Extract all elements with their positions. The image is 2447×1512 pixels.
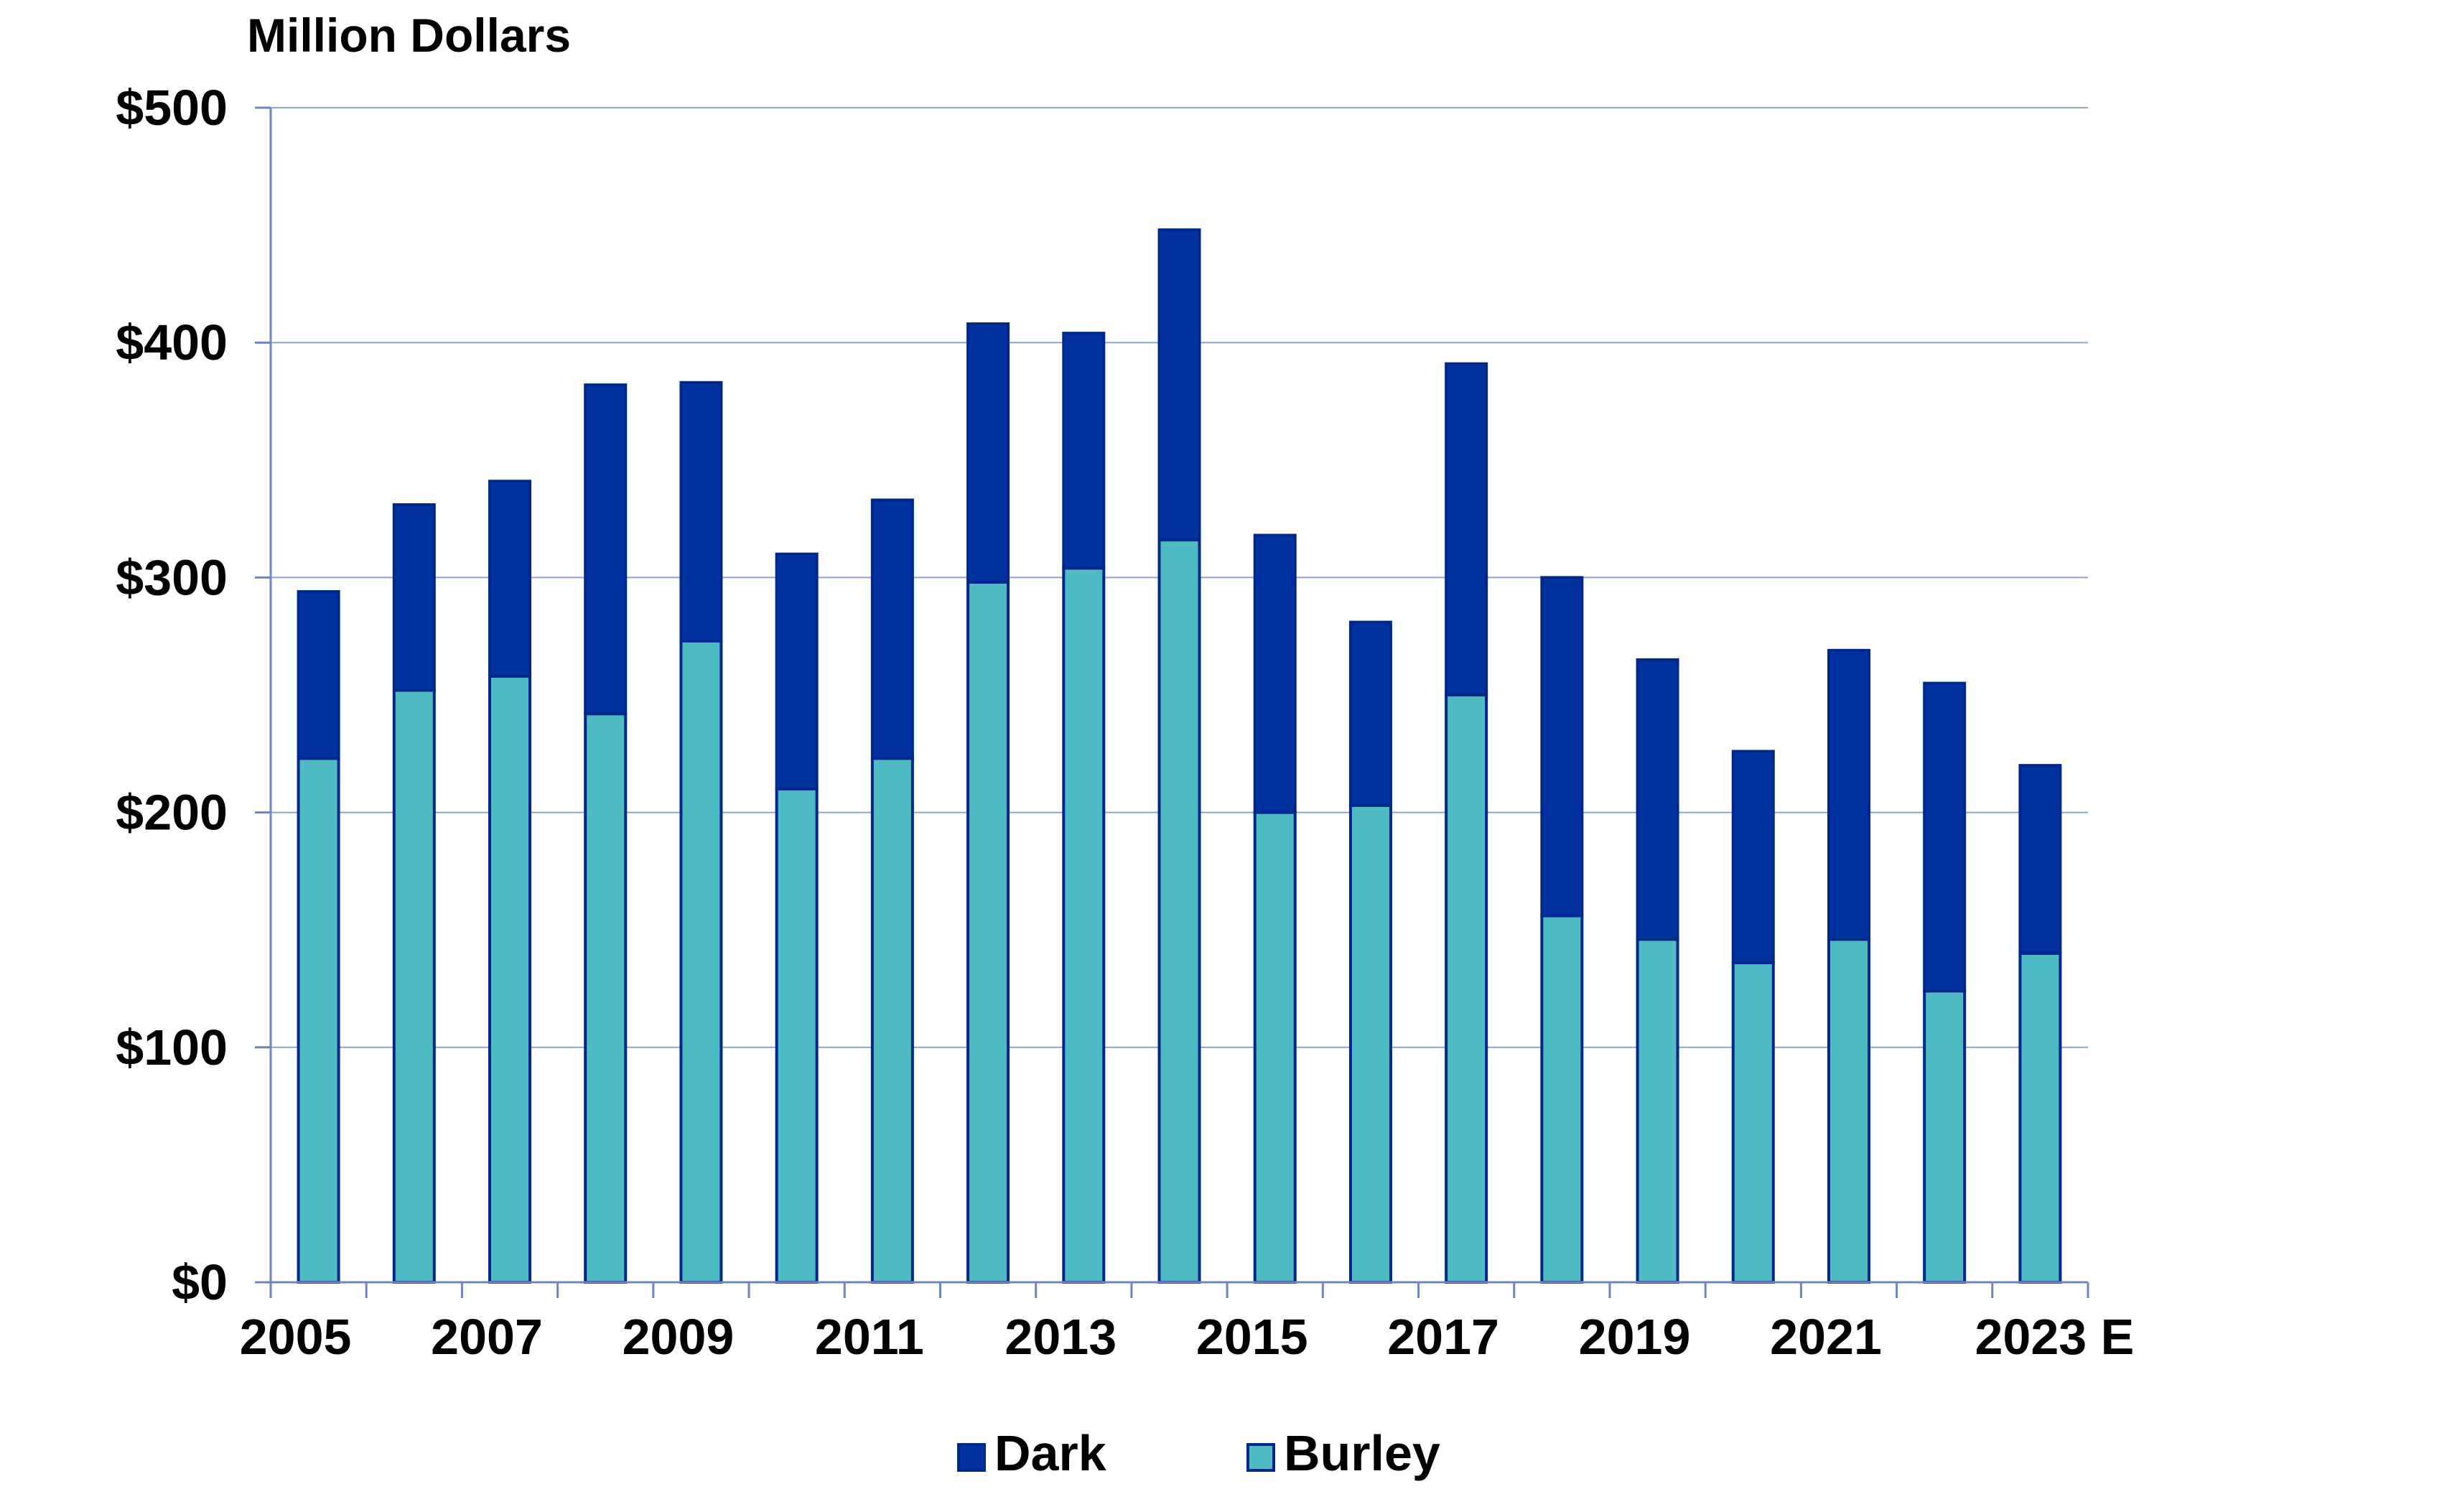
bar-burley-2007 [488, 674, 532, 1284]
bar-burley-2009 [679, 639, 723, 1284]
bar-dark-2008 [584, 383, 628, 716]
bar-dark-2021 [1827, 648, 1870, 941]
bar-burley-2021 [1827, 938, 1870, 1284]
bar-dark-2014 [1157, 228, 1201, 542]
x-tick-label: 2011 [815, 1309, 924, 1365]
bar-burley-2006 [392, 689, 436, 1284]
bar-dark-2023-e [2018, 764, 2062, 955]
y-tick-label: $100 [116, 1019, 228, 1075]
bar-dark-2020 [1731, 750, 1775, 965]
bar-dark-2022 [1923, 681, 1967, 993]
x-tick-label: 2021 [1770, 1309, 1882, 1365]
bar-burley-2022 [1923, 989, 1967, 1284]
bar-burley-2011 [870, 757, 914, 1284]
bar-burley-2017 [1445, 694, 1488, 1284]
bar-burley-2008 [584, 712, 628, 1284]
bar-burley-2018 [1540, 914, 1584, 1284]
bars [297, 228, 2062, 1284]
bar-burley-2005 [297, 757, 340, 1284]
bar-dark-2013 [1062, 332, 1106, 570]
bar-dark-2010 [775, 552, 819, 790]
bar-dark-2015 [1253, 533, 1297, 814]
y-tick-label: $0 [172, 1254, 228, 1310]
bar-burley-2020 [1731, 961, 1775, 1284]
axes [255, 106, 2089, 1298]
x-tick-label: 2005 [240, 1309, 352, 1365]
x-tick-label: 2013 [1005, 1309, 1117, 1365]
bar-dark-2016 [1348, 620, 1392, 807]
x-tick-labels: 2005 2007 2009 2011 2013 2015 2017 2019 2021 2023… [240, 1309, 2135, 1365]
x-tick-label: 2007 [431, 1309, 543, 1365]
y-tick-label: $300 [116, 549, 228, 605]
y-tick-label: $500 [116, 80, 228, 136]
y-tick-label: $400 [116, 314, 228, 370]
bar-dark-2007 [488, 480, 532, 678]
legend-label-burley: Burley [1284, 1425, 1440, 1481]
bar-burley-2015 [1253, 811, 1297, 1284]
bar-burley-2019 [1636, 938, 1679, 1284]
bar-burley-2014 [1157, 538, 1201, 1284]
legend-label-dark: Dark [994, 1425, 1106, 1481]
bar-burley-2016 [1348, 803, 1392, 1284]
y-tick-label: $200 [116, 785, 228, 841]
legend-swatch-dark [957, 1443, 986, 1472]
bar-dark-2005 [297, 590, 340, 760]
x-tick-label: 2015 [1196, 1309, 1308, 1365]
legend-swatch-burley [1246, 1443, 1275, 1472]
legend: Dark Burley [957, 1425, 1440, 1481]
bar-dark-2017 [1445, 362, 1488, 696]
bar-dark-2018 [1540, 576, 1584, 918]
bar-burley-2012 [966, 580, 1010, 1284]
bar-dark-2012 [966, 322, 1010, 584]
y-axis-label: Million Dollars [247, 9, 571, 62]
x-tick-label: 2017 [1387, 1309, 1499, 1365]
x-tick-label: 2023 E [1975, 1309, 2134, 1365]
bar-burley-2010 [775, 787, 819, 1284]
y-tick-labels: $0 $100 $200 $300 $400 $500 [116, 80, 228, 1310]
x-tick-label: 2009 [623, 1309, 735, 1365]
bar-dark-2019 [1636, 658, 1679, 941]
bar-burley-2023-e [2018, 951, 2062, 1284]
bar-dark-2006 [392, 503, 436, 692]
bar-burley-2013 [1062, 566, 1106, 1284]
bar-dark-2009 [679, 381, 723, 643]
x-tick-label: 2019 [1579, 1309, 1691, 1365]
bar-dark-2011 [870, 498, 914, 760]
